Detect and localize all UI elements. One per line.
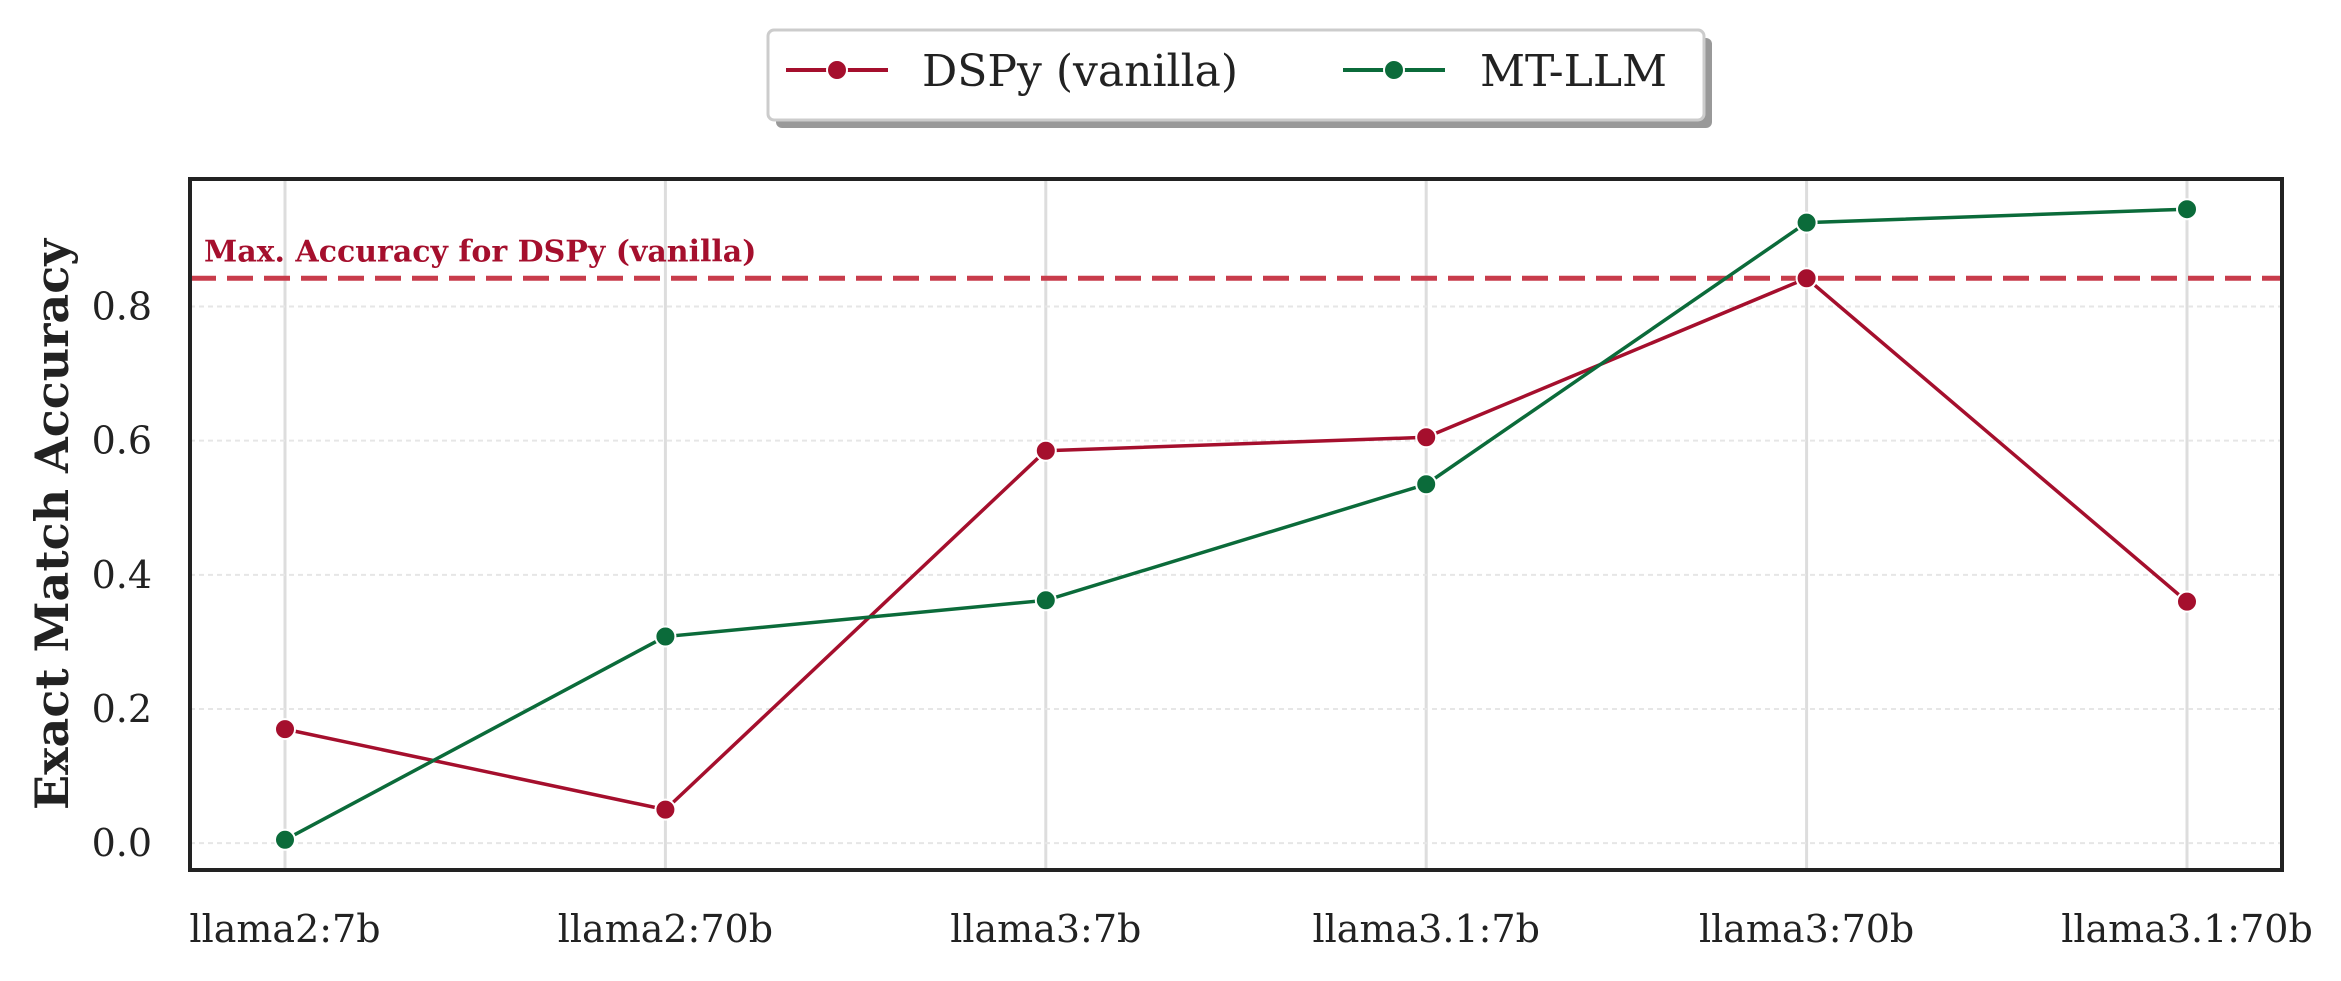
x-tick-label-5: llama3.1:70b — [2061, 907, 2313, 951]
series-0-point-4 — [1795, 267, 1818, 290]
series-line-0 — [284, 276, 2189, 812]
x-tick-label-1: llama2:70b — [558, 907, 773, 951]
legend-marker-mtllm — [1383, 59, 1405, 81]
legend-label-mtllm: MT-LLM — [1480, 46, 1667, 97]
y-tick-label-0: 0.0 — [92, 821, 152, 865]
series-1-point-2 — [1034, 589, 1057, 612]
series-1-point-5 — [2176, 198, 2198, 221]
y-tick-label-3: 0.6 — [92, 419, 152, 463]
plot-frame — [188, 177, 2284, 872]
legend-marker-dspy — [826, 59, 848, 81]
series-0-point-1 — [654, 798, 677, 821]
series-1-point-0 — [274, 828, 296, 851]
y-axis-label: Exact Match Accuracy — [25, 238, 79, 810]
series-0-point-5 — [2176, 590, 2198, 613]
max-accuracy-annotation: Max. Accuracy for DSPy (vanilla) — [204, 234, 756, 269]
series-0-point-3 — [1415, 426, 1438, 449]
y-tick-label-1: 0.2 — [92, 687, 152, 731]
series-1-point-4 — [1795, 211, 1818, 234]
x-tick-label-3: llama3.1:7b — [1313, 907, 1540, 951]
legend: DSPy (vanilla) MT-LLM — [766, 28, 1712, 128]
y-tick-label-4: 0.8 — [92, 284, 152, 328]
x-axis-ticks: llama2:7b llama2:70b llama3:7b llama3.1:7b l… — [189, 907, 2312, 951]
series-layer — [274, 198, 2198, 851]
series-1-point-3 — [1415, 473, 1438, 496]
legend-label-dspy: DSPy (vanilla) — [922, 46, 1238, 97]
series-1-point-1 — [654, 625, 677, 648]
x-tick-label-2: llama3:7b — [950, 907, 1141, 951]
x-tick-label-0: llama2:7b — [189, 907, 380, 951]
y-tick-label-2: 0.4 — [92, 553, 152, 597]
series-0-point-2 — [1034, 439, 1057, 462]
legend-box — [766, 28, 1706, 122]
vertical-gridlines — [283, 179, 2189, 870]
y-axis-ticks: 0.0 0.2 0.4 0.6 0.8 — [92, 284, 152, 865]
horizontal-gridlines — [190, 305, 2282, 845]
x-tick-label-4: llama3:70b — [1699, 907, 1914, 951]
series-0-point-0 — [274, 718, 296, 741]
series-line-1 — [284, 207, 2188, 842]
